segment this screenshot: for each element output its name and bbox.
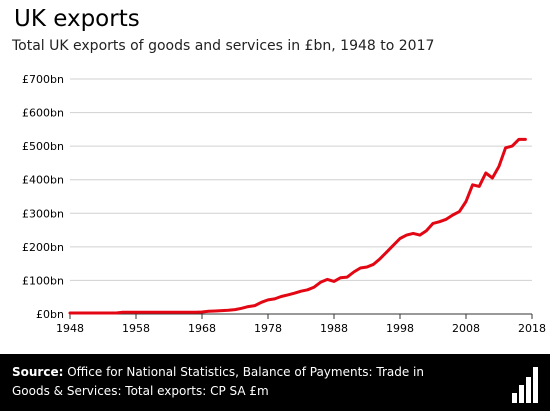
line-chart: £0bn £100bn £200bn £300bn £400bn £500bn £600bn…	[22, 73, 546, 335]
x-tick-label: 1958	[122, 322, 150, 335]
source-footer: Source: Office for National Statistics, …	[0, 354, 550, 411]
y-tick-label: £200bn	[22, 241, 64, 254]
y-tick-label: £0bn	[36, 308, 64, 321]
chart-subtitle: Total UK exports of goods and services i…	[12, 38, 435, 54]
x-tick-label: 1988	[320, 322, 348, 335]
chart-title: UK exports	[14, 6, 140, 32]
series-line-total-exports	[68, 137, 527, 315]
y-tick-label: £400bn	[22, 174, 64, 187]
x-tick-label: 1978	[254, 322, 282, 335]
y-tick-label: £100bn	[22, 274, 64, 287]
full-fact-logo-icon	[512, 367, 538, 403]
x-tick-label: 2008	[452, 322, 480, 335]
x-tick-label: 1948	[56, 322, 84, 335]
source-label: Source:	[12, 365, 64, 379]
x-tick-label: 1968	[188, 322, 216, 335]
y-tick-label: £500bn	[22, 140, 64, 153]
y-tick-label: £300bn	[22, 207, 64, 220]
x-tick-label: 1998	[386, 322, 414, 335]
y-tick-label: £600bn	[22, 107, 64, 120]
source-text: Office for National Statistics, Balance …	[12, 365, 424, 398]
x-tick-label: 2018	[518, 322, 546, 335]
y-tick-label: £700bn	[22, 73, 64, 86]
